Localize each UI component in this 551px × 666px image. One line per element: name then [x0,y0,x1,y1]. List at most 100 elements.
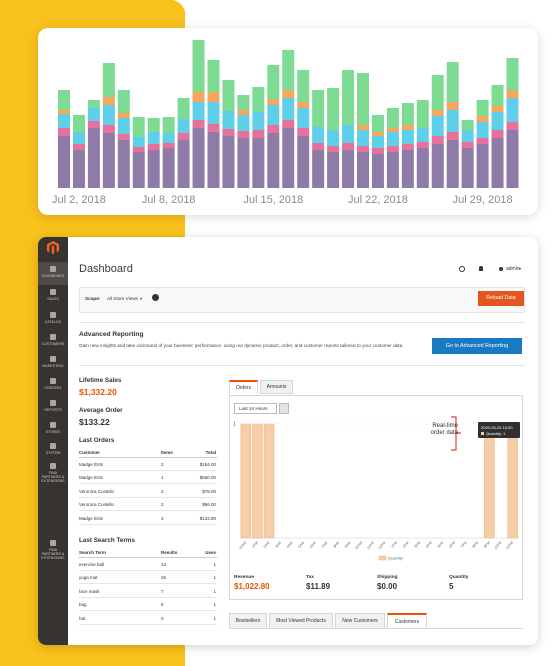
table-rule [79,557,217,558]
bottom-tab[interactable]: Bestsellers [229,613,267,629]
table-cell: 2 [161,462,164,467]
table-rule [79,510,217,511]
range-select[interactable]: Last 24 Hours [234,403,277,414]
bottom-tab[interactable]: Most Viewed Products [269,613,333,629]
user-icon[interactable] [499,267,503,271]
bar-segment [461,120,474,130]
sidebar-item[interactable]: DASHBOARD [41,274,65,278]
bar-segment [132,137,145,147]
bar-segment [58,136,70,188]
bar-segment [506,58,519,90]
sidebar-item[interactable]: REPORTS [44,408,62,412]
x-tick-label: 8PM [471,541,479,549]
table-cell: $184.00 [199,462,216,467]
table-rule [79,496,217,498]
sidebar-item[interactable]: STORES [45,430,61,434]
bar-segment [371,148,384,154]
bar-segment [72,115,85,132]
sidebar-item[interactable]: CONTENT [44,386,62,390]
x-tick-label: Jul 8, 2018 [142,194,196,206]
table-cell: exercise ball [79,562,105,567]
section-title: Advanced Reporting [79,331,144,338]
user-name[interactable]: admin [506,266,520,272]
bar-segment [87,100,100,108]
bar-segment [342,70,355,125]
bottom-tab[interactable]: Customers [387,613,427,629]
table-cell: 1 [161,475,164,481]
table-cell: $66.00 [202,502,216,508]
reload-button[interactable]: Reload Data [478,291,524,306]
advanced-reporting-button[interactable]: Go to Advanced Reporting [432,338,522,354]
table-rule [79,470,217,471]
total-label: Shipping [377,575,398,580]
help-icon [152,294,159,301]
sidebar-item[interactable]: FIND PARTNERS & EXTENSIONS [41,471,65,484]
orders-chart: 1 12AM 1AM 2AM 3AM 4AM 5AM 6AM 7AM 8AM 9AM 10AM 11AM… [233,416,519,561]
chart-tab[interactable]: Orders [229,380,258,394]
bar-segment [461,148,474,188]
bar-segment [312,150,325,188]
x-tick-label: 9PM [483,541,491,549]
bar-segment [58,90,70,110]
bar-segment [357,152,369,188]
sidebar-item[interactable]: SYSTEM [45,451,61,455]
table-cell: $134.80 [199,515,216,521]
bar-segment [327,130,340,146]
scope-value[interactable]: All Store Views [107,296,138,301]
search-icon[interactable] [459,266,465,272]
bar-segment [58,128,70,136]
table-header: Results [161,550,178,555]
page-title: Dashboard [79,263,133,275]
table-header: Total [205,450,216,455]
sidebar-item[interactable]: MARKETING [42,364,64,368]
chart-tab[interactable]: Amounts [260,380,293,394]
bar-segment [282,90,295,98]
table-cell: 26 [161,575,167,581]
x-tick-label: Jul 29, 2018 [453,194,513,206]
stat-label: Lifetime Sales [79,377,122,384]
x-tick-label: 7PM [460,541,468,549]
bar-segment [207,60,220,92]
table-cell: 1 [213,602,216,608]
bottom-tab[interactable]: New Customers [335,613,385,629]
bar-segment [386,132,399,146]
bar-segment [87,121,100,128]
bar-segment [491,106,504,112]
bar-segment [461,130,474,142]
sidebar [38,237,68,645]
bar-segment [431,116,444,136]
tooltip-text: Quantity: 1 [486,431,506,436]
bell-icon[interactable] [479,266,483,271]
bar-segment [312,143,325,150]
table-cell: 1 [213,562,216,567]
bar-segment [461,142,474,148]
bar-segment [371,154,384,188]
table-title: Last Search Terms [79,537,135,544]
bar-segment [192,128,205,188]
bar-segment [117,118,130,134]
divider [79,365,525,366]
table-rule [79,596,217,598]
legend-label: Quantity [388,556,403,561]
sidebar-item[interactable]: FIND PARTNERS & EXTENSIONS [41,548,65,561]
bar-segment [117,90,130,113]
bar [263,423,275,539]
bar-segment [386,108,399,128]
bar-segment [312,90,325,127]
sidebar-item[interactable]: SALES [47,297,59,301]
bar-segment [282,50,295,90]
table-rule [79,457,217,458]
table-title: Last Orders [79,437,115,444]
sidebar-icon [50,540,56,546]
bar-segment [177,133,190,140]
table-cell: 1 [213,588,216,594]
bar-segment [371,115,384,132]
bar-segment [476,116,489,122]
x-tick-label: 3PM [413,541,421,549]
bar-segment [416,100,429,128]
bar-segment [177,140,190,188]
sidebar-item[interactable]: CATALOG [44,320,62,324]
bar-segment [252,87,265,112]
sidebar-item[interactable]: CUSTOMERS [41,342,65,346]
bar-segment [72,144,85,150]
